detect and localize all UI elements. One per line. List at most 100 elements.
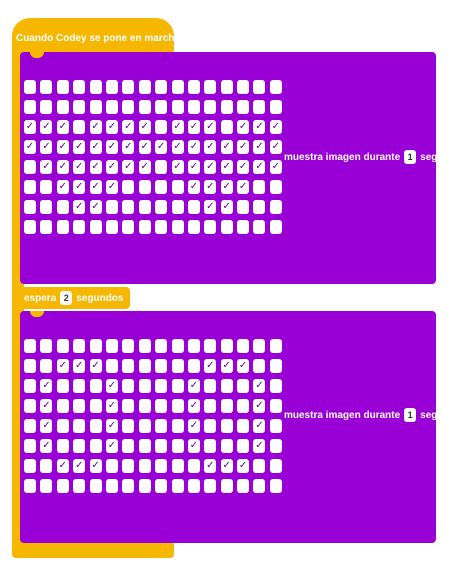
led-cell[interactable] — [204, 439, 217, 453]
led-cell[interactable] — [40, 100, 53, 114]
led-cell[interactable]: ✓ — [220, 459, 233, 473]
led-cell[interactable]: ✓ — [40, 120, 53, 134]
led-cell[interactable] — [269, 359, 282, 373]
led-cell[interactable] — [89, 339, 102, 353]
led-cell[interactable]: ✓ — [187, 140, 200, 154]
led-cell[interactable]: ✓ — [237, 120, 250, 134]
led-cell[interactable] — [187, 220, 200, 234]
led-cell[interactable] — [73, 439, 86, 453]
led-cell[interactable] — [73, 220, 86, 234]
led-cell[interactable]: ✓ — [204, 180, 217, 194]
led-cell[interactable]: ✓ — [187, 120, 200, 134]
led-cell[interactable]: ✓ — [73, 459, 86, 473]
led-cell[interactable] — [204, 100, 217, 114]
led-cell[interactable] — [220, 399, 233, 413]
led-cell[interactable]: ✓ — [269, 140, 282, 154]
led-cell[interactable] — [122, 419, 135, 433]
led-cell[interactable] — [56, 479, 69, 493]
led-cell[interactable] — [105, 459, 118, 473]
led-matrix-2[interactable]: ✓ ✓ ✓ ✓ ✓ ✓ ✓ ✓ ✓ ✓ ✓ ✓ ✓ ✓ ✓ ✓ ✓ ✓ ✓ ✓ ✓ ✓ ✓ ✓ ✓ ✓ ✓ ✓ — [24, 339, 282, 493]
led-cell[interactable] — [269, 399, 282, 413]
led-cell[interactable] — [269, 100, 282, 114]
led-cell[interactable] — [269, 80, 282, 94]
led-cell[interactable] — [204, 479, 217, 493]
led-cell[interactable] — [105, 339, 118, 353]
led-cell[interactable] — [105, 479, 118, 493]
led-cell[interactable] — [237, 200, 250, 214]
led-cell[interactable]: ✓ — [253, 160, 266, 174]
led-cell[interactable] — [89, 220, 102, 234]
led-cell[interactable] — [269, 479, 282, 493]
led-cell[interactable]: ✓ — [253, 140, 266, 154]
led-cell[interactable]: ✓ — [89, 140, 102, 154]
led-cell[interactable]: ✓ — [253, 419, 266, 433]
led-cell[interactable]: ✓ — [138, 120, 151, 134]
led-cell[interactable] — [24, 160, 36, 174]
led-cell[interactable]: ✓ — [204, 160, 217, 174]
led-cell[interactable] — [155, 419, 168, 433]
led-cell[interactable] — [253, 220, 266, 234]
led-cell[interactable] — [220, 439, 233, 453]
led-cell[interactable] — [220, 479, 233, 493]
duration-input[interactable]: 1 — [404, 408, 417, 422]
led-cell[interactable] — [171, 80, 184, 94]
led-cell[interactable]: ✓ — [105, 439, 118, 453]
led-cell[interactable]: ✓ — [40, 399, 53, 413]
led-cell[interactable] — [73, 399, 86, 413]
led-cell[interactable]: ✓ — [237, 180, 250, 194]
led-cell[interactable] — [220, 100, 233, 114]
led-cell[interactable] — [105, 220, 118, 234]
led-cell[interactable]: ✓ — [171, 120, 184, 134]
led-cell[interactable]: ✓ — [73, 200, 86, 214]
led-cell[interactable] — [56, 419, 69, 433]
led-cell[interactable] — [237, 100, 250, 114]
led-cell[interactable]: ✓ — [56, 140, 69, 154]
led-cell[interactable] — [155, 439, 168, 453]
led-cell[interactable]: ✓ — [56, 120, 69, 134]
led-cell[interactable]: ✓ — [122, 120, 135, 134]
led-cell[interactable]: ✓ — [40, 419, 53, 433]
led-cell[interactable] — [269, 220, 282, 234]
led-cell[interactable] — [155, 359, 168, 373]
led-cell[interactable] — [204, 220, 217, 234]
led-cell[interactable] — [73, 120, 86, 134]
led-cell[interactable]: ✓ — [105, 120, 118, 134]
led-cell[interactable] — [237, 220, 250, 234]
led-cell[interactable] — [40, 80, 53, 94]
led-cell[interactable] — [89, 80, 102, 94]
led-cell[interactable] — [138, 459, 151, 473]
led-cell[interactable] — [40, 180, 53, 194]
led-cell[interactable] — [122, 399, 135, 413]
led-cell[interactable]: ✓ — [105, 140, 118, 154]
led-cell[interactable] — [171, 100, 184, 114]
led-cell[interactable] — [122, 100, 135, 114]
led-cell[interactable]: ✓ — [56, 180, 69, 194]
led-cell[interactable]: ✓ — [237, 459, 250, 473]
led-cell[interactable] — [187, 339, 200, 353]
led-cell[interactable] — [155, 399, 168, 413]
led-cell[interactable] — [138, 379, 151, 393]
duration-input[interactable]: 1 — [404, 150, 417, 164]
led-cell[interactable] — [73, 80, 86, 94]
led-cell[interactable] — [56, 439, 69, 453]
led-cell[interactable]: ✓ — [269, 120, 282, 134]
led-cell[interactable] — [89, 439, 102, 453]
led-cell[interactable] — [253, 359, 266, 373]
led-cell[interactable] — [138, 80, 151, 94]
led-cell[interactable]: ✓ — [253, 439, 266, 453]
led-cell[interactable]: ✓ — [56, 459, 69, 473]
led-cell[interactable] — [253, 100, 266, 114]
led-cell[interactable]: ✓ — [89, 359, 102, 373]
led-cell[interactable]: ✓ — [220, 140, 233, 154]
led-cell[interactable] — [40, 359, 53, 373]
led-cell[interactable] — [89, 399, 102, 413]
led-cell[interactable] — [122, 359, 135, 373]
led-cell[interactable]: ✓ — [253, 399, 266, 413]
led-cell[interactable]: ✓ — [187, 399, 200, 413]
led-cell[interactable] — [24, 399, 36, 413]
led-cell[interactable]: ✓ — [187, 160, 200, 174]
led-cell[interactable]: ✓ — [105, 180, 118, 194]
led-cell[interactable] — [220, 80, 233, 94]
led-cell[interactable] — [171, 339, 184, 353]
led-cell[interactable]: ✓ — [204, 200, 217, 214]
